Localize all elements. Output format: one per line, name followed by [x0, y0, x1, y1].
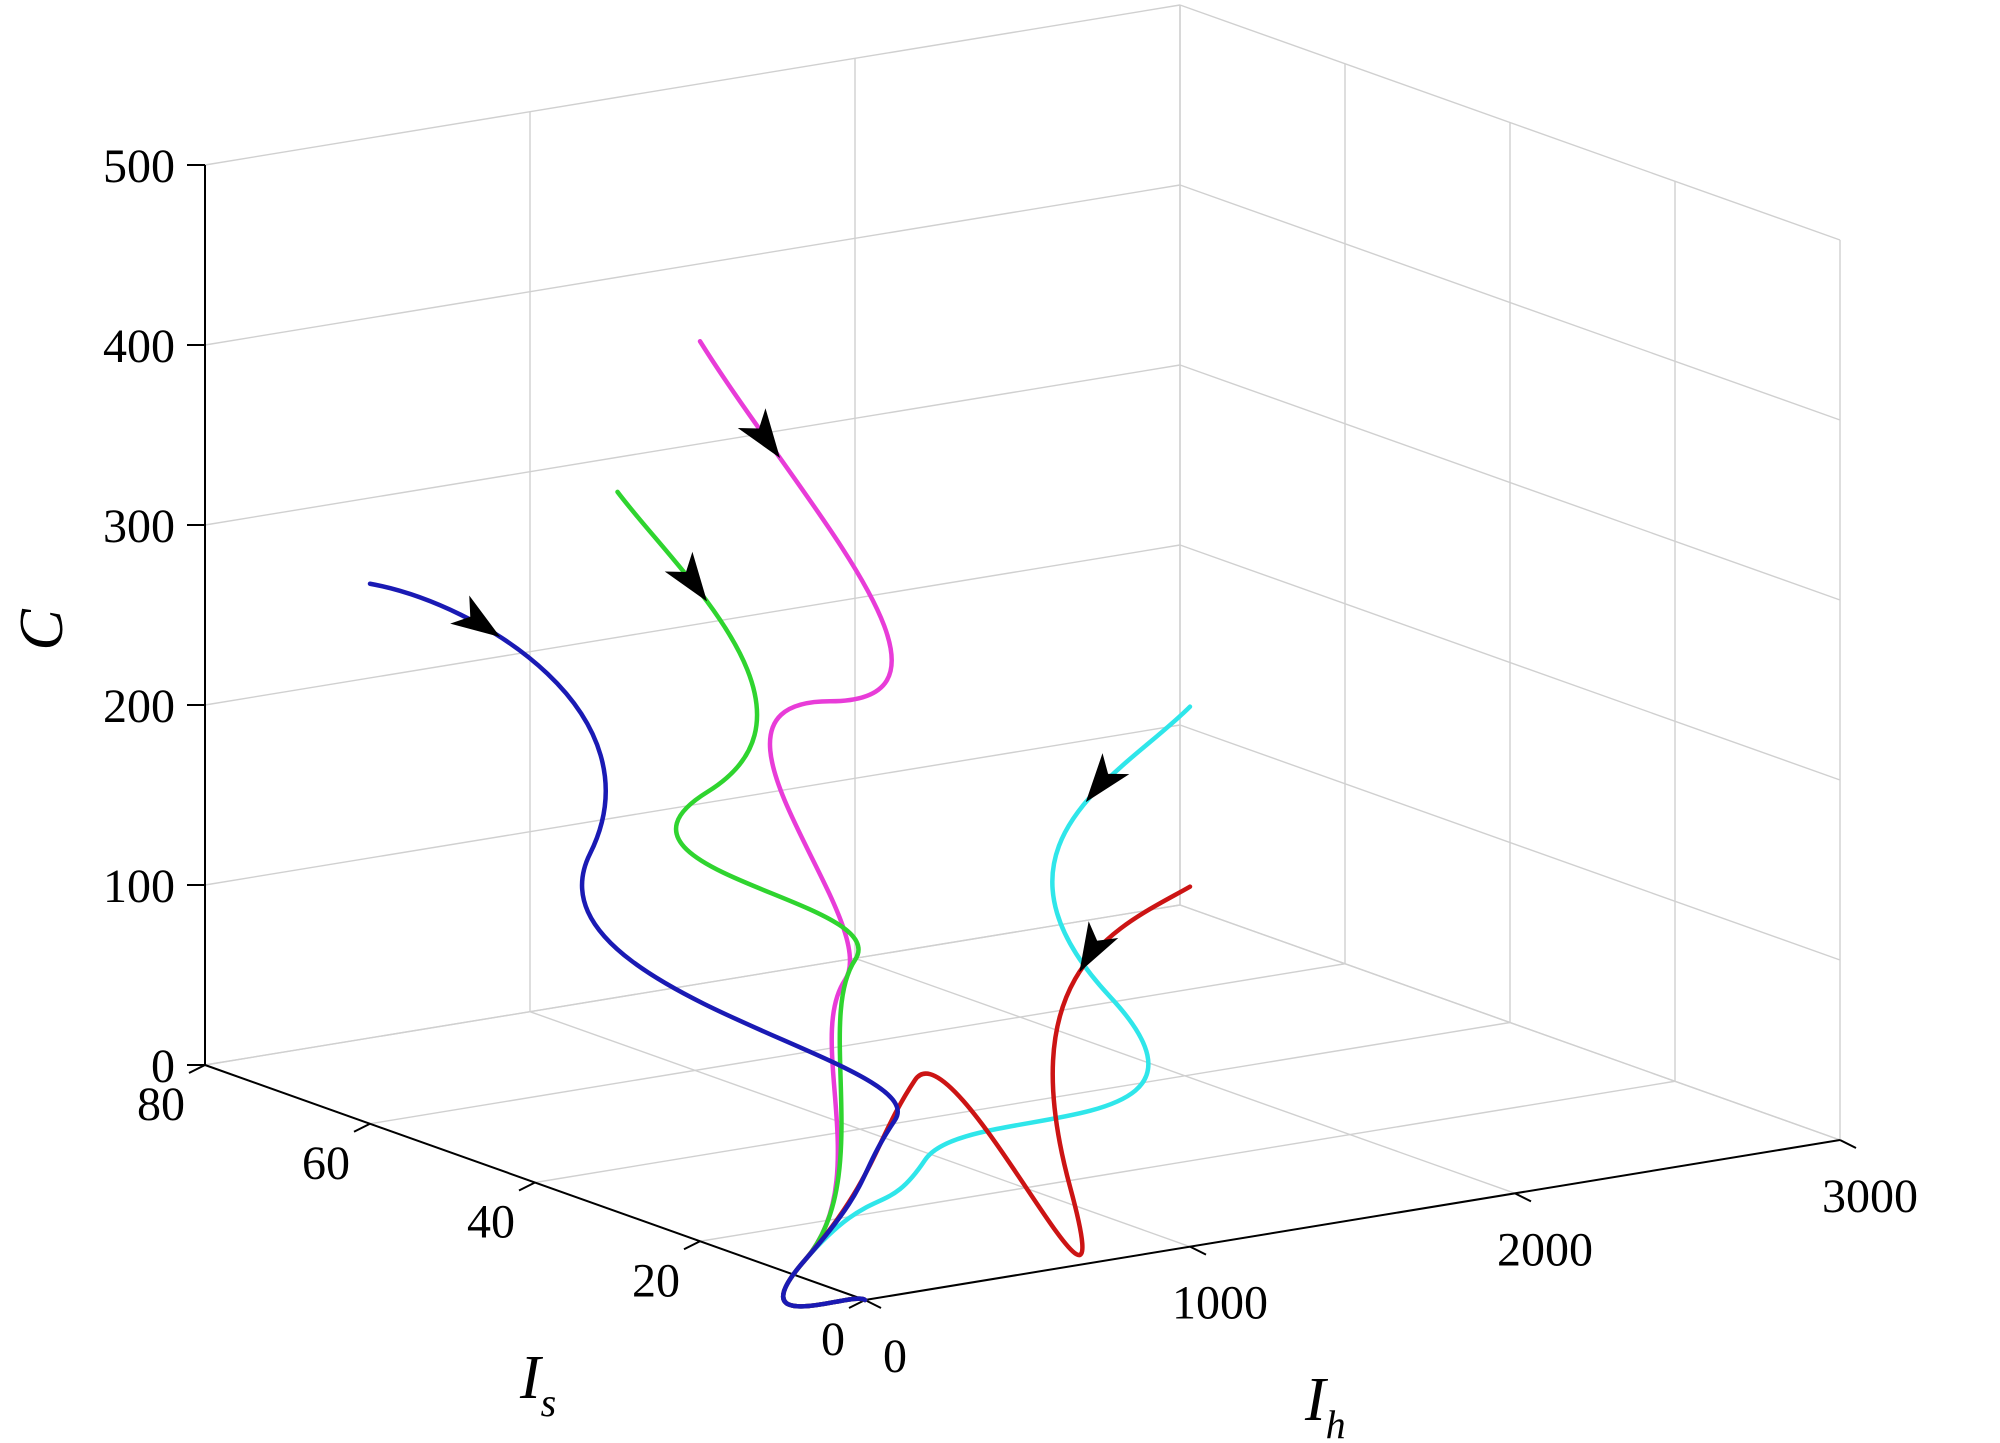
direction-arrow-green: [664, 551, 708, 602]
x-tick-mark: [1839, 1139, 1857, 1149]
side-wall-grid-line: [1179, 544, 1841, 781]
y-tick-mark: [353, 1122, 371, 1133]
back-wall-grid-line: [204, 4, 1181, 166]
x-tick-label: 3000: [1822, 1170, 1918, 1223]
z-tick-label: 500: [103, 140, 175, 193]
x-tick-mark: [1189, 1245, 1207, 1256]
axes-layer: [187, 164, 1857, 1309]
side-wall-grid-line: [1179, 184, 1841, 421]
direction-arrow-blue: [450, 595, 501, 638]
x-axis-label: Ih: [1304, 1366, 1346, 1443]
x-tick-label: 1000: [1172, 1277, 1268, 1330]
z-tick-label: 200: [103, 680, 175, 733]
x-tick-label: 0: [883, 1330, 907, 1383]
y-axis-label-main: I: [519, 1344, 544, 1412]
trajectory-blue: [367, 581, 900, 1309]
y-axis-label: Is: [519, 1344, 556, 1425]
y-tick-mark: [188, 1064, 206, 1074]
y-tick-mark: [518, 1181, 536, 1192]
grid-layer: [204, 4, 1841, 1301]
y-tick-mark: [683, 1240, 701, 1251]
x-axis-line: [864, 1139, 1841, 1301]
x-tick-mark: [864, 1299, 882, 1309]
y-tick-label: 40: [467, 1196, 515, 1249]
side-wall-grid-line: [1179, 904, 1841, 1141]
trajectories-layer: [367, 339, 1193, 1309]
back-wall-grid-line: [204, 544, 1181, 706]
floor-grid-line: [699, 1080, 1676, 1242]
y-tick-label: 0: [821, 1313, 845, 1366]
back-wall-grid-line: [204, 184, 1181, 346]
z-tick-label: 0: [151, 1040, 175, 1093]
trajectory-green: [615, 489, 868, 1309]
z-tick-label: 100: [103, 860, 175, 913]
x-tick-label: 2000: [1497, 1223, 1593, 1276]
z-tick-label: 400: [103, 320, 175, 373]
z-axis-label: C: [8, 609, 76, 651]
x-axis-label-main: I: [1304, 1366, 1329, 1434]
x-tick-mark: [1514, 1192, 1532, 1203]
floor-grid-line: [369, 963, 1346, 1125]
y-tick-label: 60: [302, 1137, 350, 1190]
back-wall-grid-line: [204, 904, 1181, 1066]
floor-grid-line: [534, 1021, 1511, 1184]
side-wall-grid-line: [1179, 4, 1841, 241]
direction-arrow-cyan: [1085, 753, 1130, 803]
y-axis-label-sub: s: [541, 1380, 557, 1425]
trajectory-magenta: [697, 339, 894, 1309]
back-wall-grid-line: [204, 364, 1181, 526]
z-tick-label: 300: [103, 500, 175, 553]
y-tick-label: 80: [137, 1078, 185, 1131]
y-tick-mark: [848, 1299, 866, 1309]
y-tick-label: 20: [632, 1254, 680, 1307]
x-axis-label-sub: h: [1326, 1402, 1346, 1443]
direction-arrow-red: [1079, 921, 1119, 973]
direction-arrow-magenta: [737, 408, 780, 458]
side-wall-grid-line: [1179, 364, 1841, 601]
trajectory-cyan: [781, 704, 1193, 1309]
side-wall-grid-line: [1179, 724, 1841, 961]
